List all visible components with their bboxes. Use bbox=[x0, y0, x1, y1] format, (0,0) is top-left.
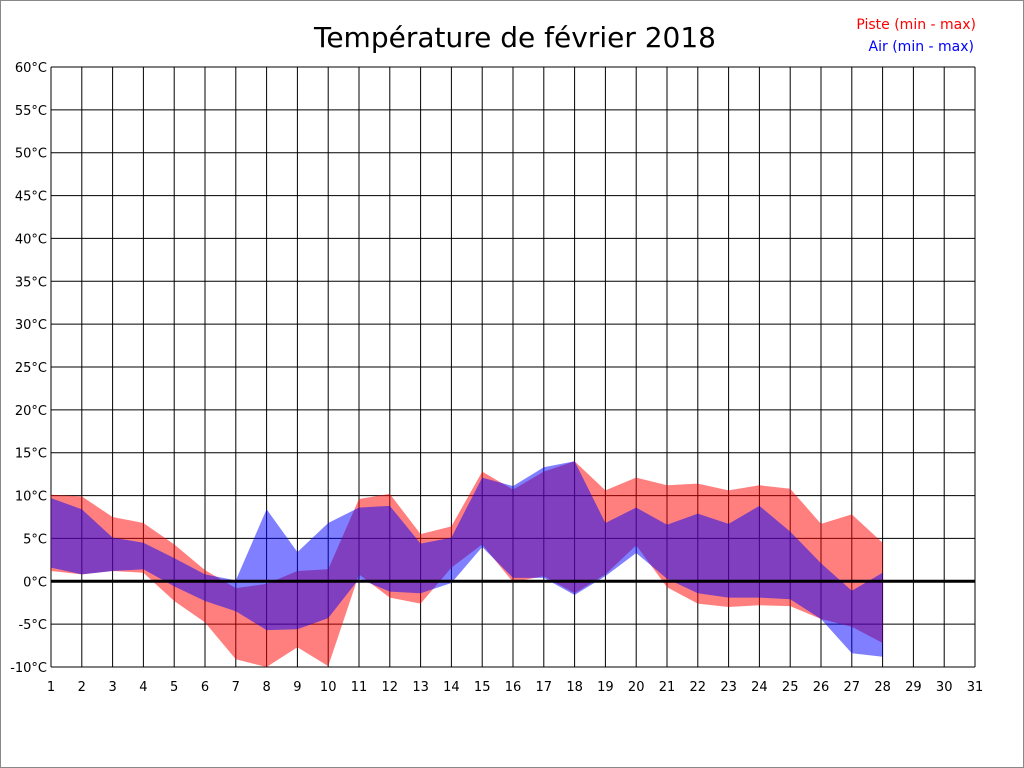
x-tick-label: 3 bbox=[108, 680, 116, 695]
y-tick-label: 50°C bbox=[15, 147, 47, 162]
x-tick-label: 20 bbox=[628, 680, 645, 695]
x-tick-label: 1 bbox=[47, 680, 55, 695]
y-tick-label: 40°C bbox=[15, 232, 47, 247]
y-tick-label: 20°C bbox=[15, 404, 47, 419]
x-tick-label: 14 bbox=[443, 680, 460, 695]
y-axis-labels: 60°C 55°C 50°C 45°C 40°C 35°C 30°C 25°C 20°C 15°C… bbox=[10, 61, 47, 676]
x-tick-label: 5 bbox=[170, 680, 178, 695]
y-tick-label: 30°C bbox=[15, 318, 47, 333]
x-tick-label: 22 bbox=[690, 680, 707, 695]
y-tick-label: 10°C bbox=[15, 490, 47, 505]
y-tick-label: -10°C bbox=[10, 661, 47, 676]
legend-piste: Piste (min - max) bbox=[856, 17, 976, 33]
x-tick-label: 30 bbox=[936, 680, 953, 695]
y-tick-label: 55°C bbox=[15, 104, 47, 119]
x-tick-label: 26 bbox=[813, 680, 830, 695]
x-tick-label: 27 bbox=[844, 680, 861, 695]
y-tick-label: 5°C bbox=[23, 532, 47, 547]
y-tick-label: -5°C bbox=[18, 618, 47, 633]
x-tick-label: 16 bbox=[505, 680, 522, 695]
chart-title: Température de février 2018 bbox=[313, 21, 716, 54]
y-tick-label: 35°C bbox=[15, 275, 47, 290]
y-tick-label: 45°C bbox=[15, 190, 47, 205]
x-tick-label: 28 bbox=[874, 680, 891, 695]
x-tick-label: 6 bbox=[201, 680, 209, 695]
x-tick-label: 4 bbox=[139, 680, 147, 695]
x-tick-label: 25 bbox=[782, 680, 799, 695]
x-tick-label: 17 bbox=[536, 680, 553, 695]
y-tick-label: 0°C bbox=[23, 575, 47, 590]
air-range-area bbox=[51, 461, 883, 657]
x-axis-labels: 1 2 3 4 5 6 7 8 9 10 11 12 13 14 15 16 17 18 19 20 21 22 23 24 2… bbox=[47, 680, 983, 695]
x-tick-label: 29 bbox=[905, 680, 922, 695]
x-tick-label: 13 bbox=[412, 680, 429, 695]
x-tick-label: 11 bbox=[351, 680, 368, 695]
y-tick-label: 15°C bbox=[15, 447, 47, 462]
legend-air: Air (min - max) bbox=[869, 39, 974, 55]
x-tick-label: 31 bbox=[967, 680, 984, 695]
x-tick-label: 7 bbox=[232, 680, 240, 695]
x-tick-label: 21 bbox=[659, 680, 676, 695]
x-tick-label: 24 bbox=[751, 680, 768, 695]
y-tick-label: 60°C bbox=[15, 61, 47, 76]
x-tick-label: 12 bbox=[382, 680, 399, 695]
x-tick-label: 8 bbox=[262, 680, 270, 695]
x-tick-label: 10 bbox=[320, 680, 337, 695]
x-tick-label: 18 bbox=[566, 680, 583, 695]
x-tick-label: 15 bbox=[474, 680, 491, 695]
x-tick-label: 23 bbox=[720, 680, 737, 695]
x-tick-label: 19 bbox=[597, 680, 614, 695]
x-tick-label: 2 bbox=[78, 680, 86, 695]
series-areas bbox=[51, 461, 883, 667]
x-tick-label: 9 bbox=[293, 680, 301, 695]
y-tick-label: 25°C bbox=[15, 361, 47, 376]
